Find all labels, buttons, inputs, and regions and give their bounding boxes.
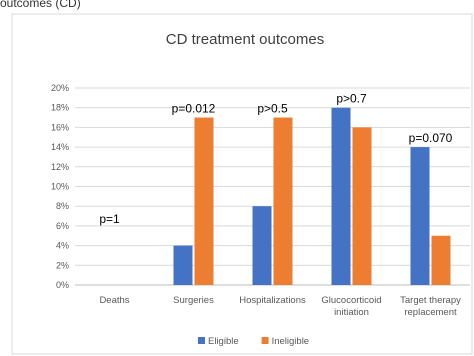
bar-eligible — [331, 107, 351, 285]
y-tick-label: 16% — [51, 122, 69, 132]
x-category-label: Hospitalizations — [239, 295, 306, 306]
legend-label-ineligible: Ineligible — [272, 336, 310, 347]
bar-eligible — [252, 206, 272, 285]
y-tick-label: 6% — [56, 221, 69, 231]
bar-ineligible — [194, 117, 214, 285]
p-value-label: p=0.012 — [172, 102, 216, 116]
y-tick-label: 4% — [56, 241, 69, 251]
bar-eligible — [410, 147, 430, 285]
y-tick-label: 20% — [51, 83, 69, 93]
y-tick-label: 2% — [56, 260, 69, 270]
y-tick-label: 8% — [56, 201, 69, 211]
x-category-label: Glucocorticoid initiation — [321, 295, 381, 318]
x-category-label: Target therapy replacement — [400, 295, 461, 318]
bar-ineligible — [352, 127, 372, 286]
y-tick-label: 0% — [56, 280, 69, 290]
bar-eligible — [173, 245, 193, 285]
y-tick-label: 12% — [51, 162, 69, 172]
p-value-label: p=1 — [99, 212, 120, 226]
legend-swatch-ineligible — [261, 337, 269, 344]
y-tick-label: 18% — [51, 103, 69, 113]
y-tick-label: 10% — [51, 182, 69, 192]
legend-swatch-eligible — [198, 337, 205, 344]
bar-ineligible — [273, 117, 293, 285]
top-caption: outcomes (CD) — [0, 0, 81, 10]
chart-title: CD treatment outcomes — [166, 31, 324, 48]
bar-ineligible — [431, 235, 451, 285]
p-value-label: p>0.5 — [257, 102, 288, 116]
legend-label-eligible: Eligible — [208, 336, 239, 347]
x-category-label: Deaths — [99, 295, 129, 306]
chart-area-border — [11, 13, 473, 355]
p-value-label: p>0.7 — [336, 92, 367, 106]
p-value-label: p=0.070 — [409, 131, 453, 145]
x-category-label: Surgeries — [173, 295, 214, 306]
y-tick-label: 14% — [51, 142, 69, 152]
